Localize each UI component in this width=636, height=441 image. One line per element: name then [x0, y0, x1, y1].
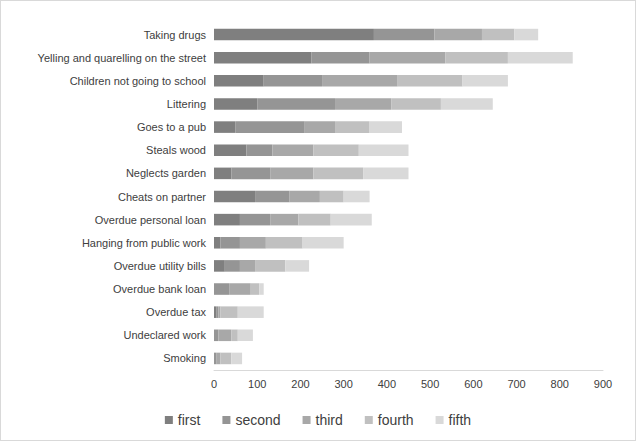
svg-text:Hanging from public work: Hanging from public work — [82, 237, 207, 249]
svg-text:fifth: fifth — [449, 412, 472, 428]
svg-text:Overdue utility bills: Overdue utility bills — [114, 260, 207, 272]
svg-text:Cheats on partner: Cheats on partner — [118, 191, 206, 203]
svg-text:Smoking: Smoking — [163, 352, 206, 364]
svg-text:Overdue personal loan: Overdue personal loan — [95, 214, 206, 226]
svg-text:Yelling and quarelling on the: Yelling and quarelling on the street — [38, 52, 206, 64]
svg-text:Children not going to school: Children not going to school — [70, 75, 206, 87]
svg-text:700: 700 — [507, 378, 525, 390]
svg-text:fourth: fourth — [378, 412, 414, 428]
svg-text:first: first — [178, 412, 201, 428]
svg-text:0: 0 — [211, 378, 217, 390]
svg-text:second: second — [235, 412, 280, 428]
svg-text:200: 200 — [291, 378, 309, 390]
svg-text:100: 100 — [248, 378, 266, 390]
svg-text:third: third — [316, 412, 343, 428]
svg-text:800: 800 — [551, 378, 569, 390]
svg-text:400: 400 — [378, 378, 396, 390]
svg-text:Overdue tax: Overdue tax — [146, 306, 206, 318]
svg-text:Goes to a pub: Goes to a pub — [137, 121, 206, 133]
svg-text:Undeclared work: Undeclared work — [123, 329, 206, 341]
svg-text:Steals wood: Steals wood — [146, 144, 206, 156]
svg-text:Overdue bank loan: Overdue bank loan — [113, 283, 206, 295]
svg-text:Taking drugs: Taking drugs — [144, 29, 207, 41]
svg-text:300: 300 — [334, 378, 352, 390]
svg-text:Neglects garden: Neglects garden — [126, 167, 206, 179]
svg-text:500: 500 — [421, 378, 439, 390]
svg-text:900: 900 — [594, 378, 612, 390]
svg-text:600: 600 — [464, 378, 482, 390]
svg-text:Littering: Littering — [167, 98, 206, 110]
